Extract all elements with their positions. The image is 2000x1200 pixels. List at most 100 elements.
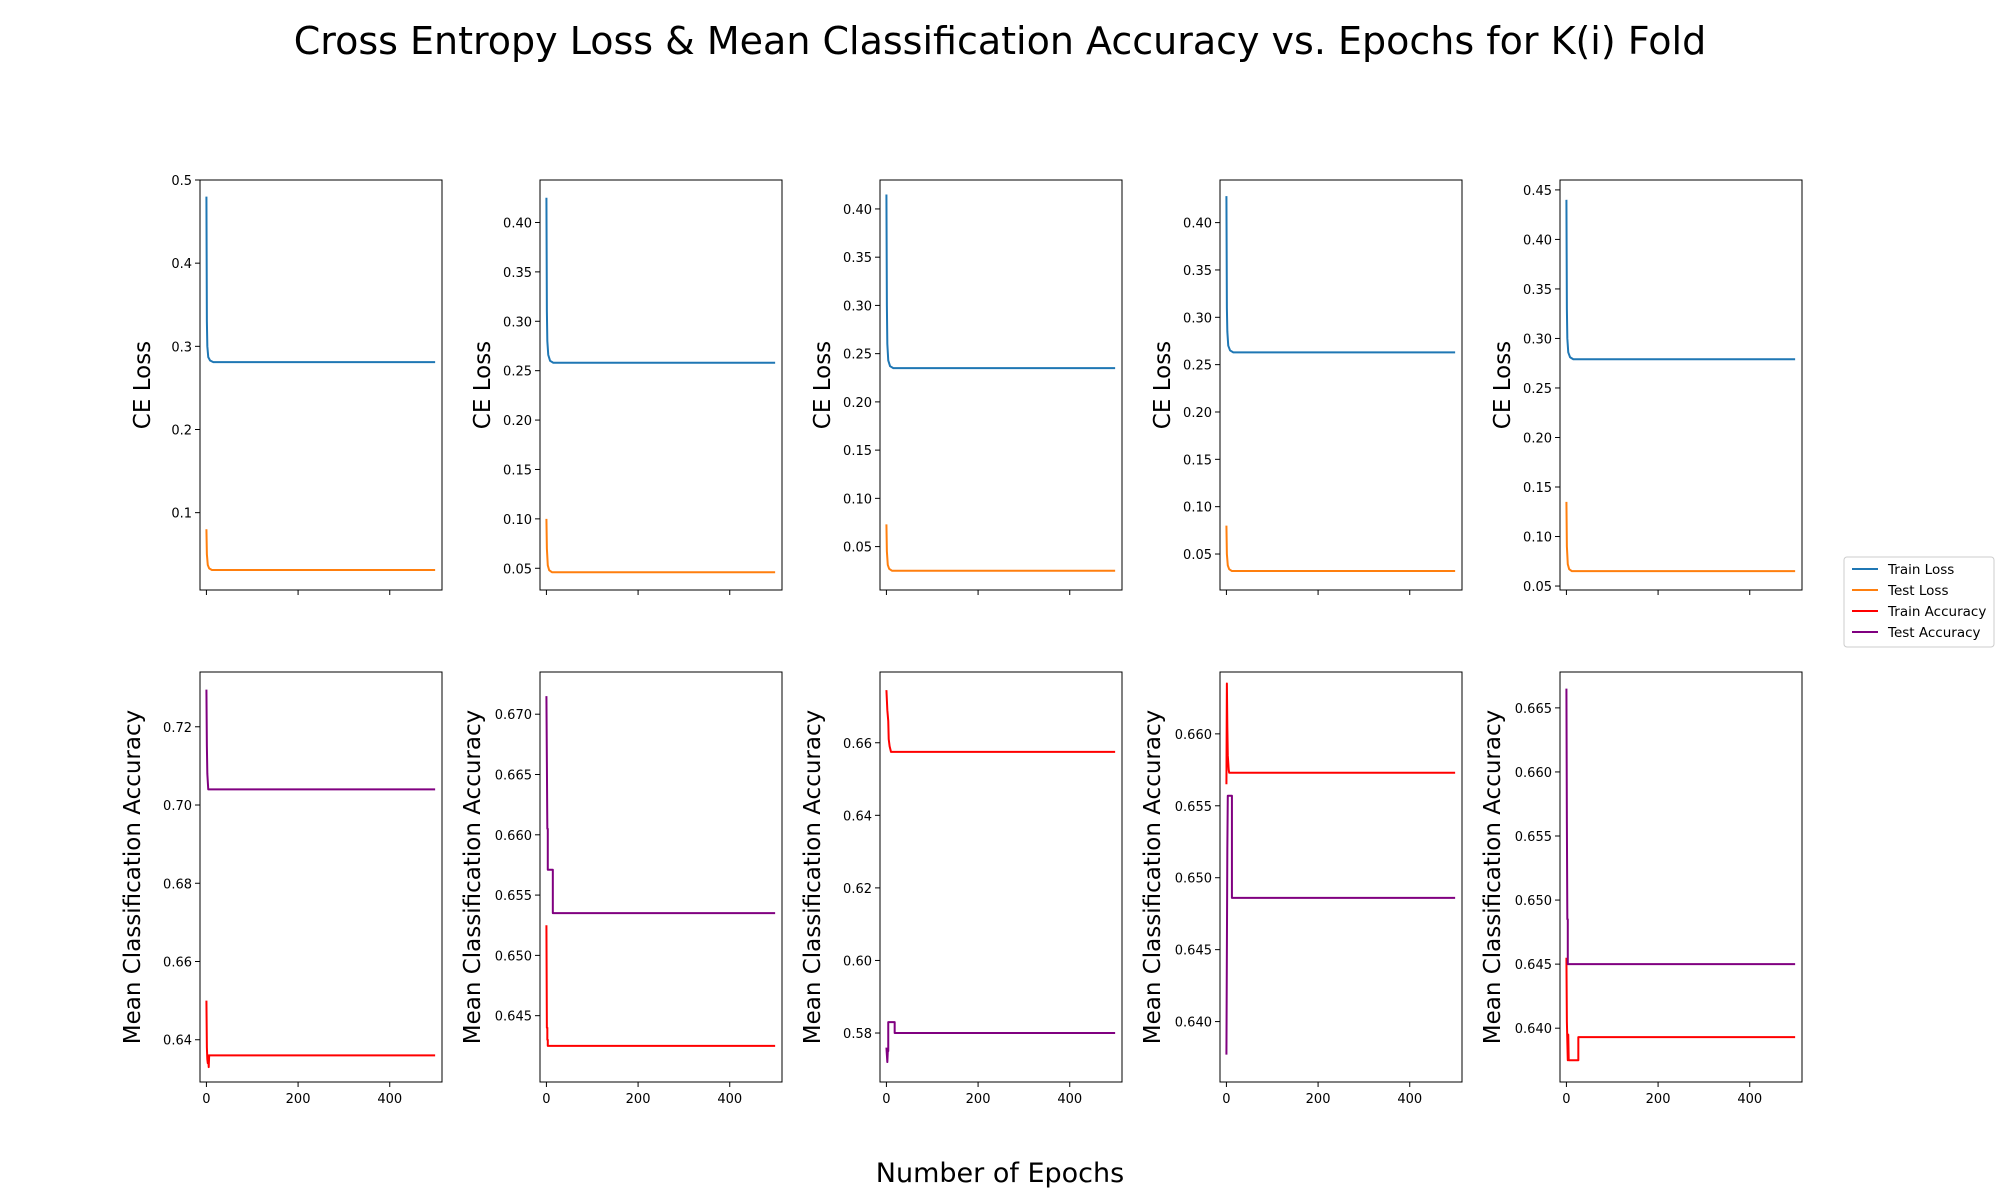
series-line-test-loss: [885, 524, 1116, 572]
y-tick-label: 0.4: [171, 257, 192, 272]
y-tick-label: 0.64: [163, 1034, 192, 1049]
y-tick-label: 0.645: [495, 1010, 532, 1025]
axes-frame: [1559, 671, 1803, 1083]
y-tick-label: 0.15: [503, 463, 532, 478]
y-tick-label: 0.650: [1515, 894, 1552, 909]
x-tick-label: 0: [202, 1092, 210, 1107]
y-tick-label: 0.30: [503, 315, 532, 330]
y-tick-label: 0.30: [1523, 332, 1552, 347]
y-tick-label: 0.20: [503, 414, 532, 429]
y-axis-label: CE Loss: [1150, 341, 1176, 429]
y-tick-label: 0.670: [495, 708, 532, 723]
y-axis-label: Mean Classification Accuracy: [800, 710, 826, 1044]
series-line-test-loss: [1225, 525, 1456, 573]
y-tick-label: 0.5: [171, 174, 192, 189]
x-tick-label: 400: [1397, 1092, 1422, 1107]
subplot-accuracy-fold-4: 0 200 400 0.640 0.645 0.650 0.655 0.660 Mean Cla…: [1140, 671, 1463, 1107]
series-line-test-accuracy: [545, 696, 776, 915]
y-tick-label: 0.68: [163, 877, 192, 892]
x-tick-label: 0: [1562, 1092, 1570, 1107]
series-line-train-accuracy: [545, 925, 776, 1047]
y-tick-label: 0.30: [843, 299, 872, 314]
y-tick-label: 0.64: [843, 809, 872, 824]
y-tick-label: 0.655: [1515, 830, 1552, 845]
figure-title: Cross Entropy Loss & Mean Classification…: [294, 19, 1706, 63]
y-axis-label: Mean Classification Accuracy: [460, 710, 486, 1044]
y-tick-label: 0.15: [1183, 453, 1212, 468]
y-tick-label: 0.25: [503, 365, 532, 380]
subplot-loss-fold-2: 0.05 0.10 0.15 0.20 0.25 0.30 0.35 0.40 CE Loss: [470, 179, 783, 595]
x-tick-label: 200: [286, 1092, 311, 1107]
series-line-train-loss: [205, 196, 436, 364]
legend: Train Loss Test Loss Train Accuracy Test…: [1843, 556, 1995, 648]
subplot-grid: 0.1 0.2 0.3 0.4 0.5 CE Loss 0.05 0.10 0.15 0.20 0.…: [120, 174, 1803, 1107]
axes-frame: [1559, 179, 1803, 591]
y-tick-label: 0.20: [1523, 431, 1552, 446]
x-tick-label: 200: [626, 1092, 651, 1107]
y-tick-label: 0.58: [843, 1027, 872, 1042]
axes-frame: [199, 671, 443, 1083]
series-line-test-loss: [205, 529, 436, 572]
y-tick-label: 0.10: [503, 513, 532, 528]
y-tick-label: 0.665: [495, 769, 532, 784]
y-tick-label: 0.655: [495, 889, 532, 904]
x-tick-label: 400: [1737, 1092, 1762, 1107]
y-tick-label: 0.650: [1175, 872, 1212, 887]
y-tick-label: 0.40: [843, 203, 872, 218]
series-line-train-accuracy: [1565, 957, 1796, 1062]
x-tick-label: 200: [1306, 1092, 1331, 1107]
x-tick-label: 400: [377, 1092, 402, 1107]
y-tick-label: 0.72: [163, 721, 192, 736]
series-line-test-accuracy: [205, 689, 436, 791]
x-tick-label: 0: [1222, 1092, 1230, 1107]
y-tick-label: 0.10: [1183, 501, 1212, 516]
y-tick-label: 0.650: [495, 949, 532, 964]
series-line-test-accuracy: [1225, 794, 1456, 1055]
y-tick-label: 0.40: [1523, 233, 1552, 248]
y-tick-label: 0.05: [843, 541, 872, 556]
y-tick-label: 0.66: [163, 956, 192, 971]
subplot-loss-fold-3: 0.05 0.10 0.15 0.20 0.25 0.30 0.35 0.40 CE Loss: [810, 179, 1123, 595]
y-tick-label: 0.640: [1515, 1022, 1552, 1037]
y-tick-label: 0.640: [1175, 1016, 1212, 1031]
axes-frame: [879, 671, 1123, 1083]
subplot-accuracy-fold-5: 0 200 400 0.640 0.645 0.650 0.655 0.660 0.665 Mea…: [1480, 671, 1803, 1107]
subplot-loss-fold-1: 0.1 0.2 0.3 0.4 0.5 CE Loss: [130, 174, 443, 595]
series-line-test-accuracy: [1565, 688, 1796, 966]
subplot-accuracy-fold-1: 0 200 400 0.64 0.66 0.68 0.70 0.72 Mean Classifi…: [120, 671, 443, 1107]
y-tick-label: 0.66: [843, 737, 872, 752]
y-tick-label: 0.3: [171, 340, 192, 355]
x-tick-label: 0: [542, 1092, 550, 1107]
y-tick-label: 0.20: [1183, 406, 1212, 421]
series-line-test-accuracy: [885, 1021, 1116, 1064]
y-tick-label: 0.10: [843, 492, 872, 507]
y-tick-label: 0.660: [1175, 728, 1212, 743]
y-axis-label: CE Loss: [470, 341, 496, 429]
x-tick-label: 400: [1057, 1092, 1082, 1107]
series-line-test-loss: [1565, 501, 1796, 573]
y-tick-label: 0.665: [1515, 702, 1552, 717]
y-tick-label: 0.05: [1523, 580, 1552, 595]
series-line-train-loss: [545, 197, 776, 364]
axes-frame: [879, 179, 1123, 591]
x-tick-label: 400: [717, 1092, 742, 1107]
y-tick-label: 0.2: [171, 423, 192, 438]
legend-label-test-accuracy: Test Accuracy: [1887, 625, 1981, 641]
subplot-accuracy-fold-2: 0 200 400 0.645 0.650 0.655 0.660 0.665 0.670 Mea…: [460, 671, 783, 1107]
y-tick-label: 0.45: [1523, 184, 1552, 199]
series-line-train-loss: [1565, 199, 1796, 361]
y-tick-label: 0.645: [1515, 958, 1552, 973]
series-line-train-loss: [885, 194, 1116, 370]
y-tick-label: 0.1: [171, 507, 192, 522]
series-line-test-loss: [545, 518, 776, 574]
series-line-train-loss: [1225, 196, 1456, 354]
y-tick-label: 0.35: [1183, 264, 1212, 279]
subplot-loss-fold-5: 0.05 0.10 0.15 0.20 0.25 0.30 0.35 0.40 0.45 CE L…: [1490, 179, 1803, 595]
y-tick-label: 0.35: [503, 266, 532, 281]
y-tick-label: 0.05: [503, 562, 532, 577]
y-axis-label: CE Loss: [1490, 341, 1516, 429]
axes-frame: [1219, 179, 1463, 591]
y-axis-label: Mean Classification Accuracy: [1480, 710, 1506, 1044]
x-tick-label: 200: [966, 1092, 991, 1107]
